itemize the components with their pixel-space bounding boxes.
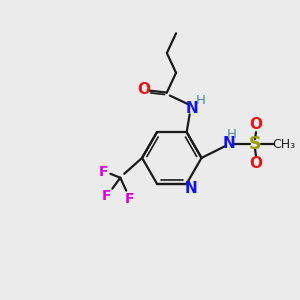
Text: O: O — [250, 117, 262, 132]
Text: F: F — [124, 191, 134, 206]
Text: CH₃: CH₃ — [272, 138, 295, 151]
Text: F: F — [102, 189, 111, 202]
Text: N: N — [184, 181, 197, 196]
Text: H: H — [196, 94, 206, 107]
Text: F: F — [99, 165, 108, 179]
Text: H: H — [226, 128, 236, 141]
Text: N: N — [185, 101, 198, 116]
Text: O: O — [138, 82, 151, 97]
Text: S: S — [249, 135, 261, 153]
Text: O: O — [250, 156, 262, 171]
Text: N: N — [223, 136, 236, 151]
